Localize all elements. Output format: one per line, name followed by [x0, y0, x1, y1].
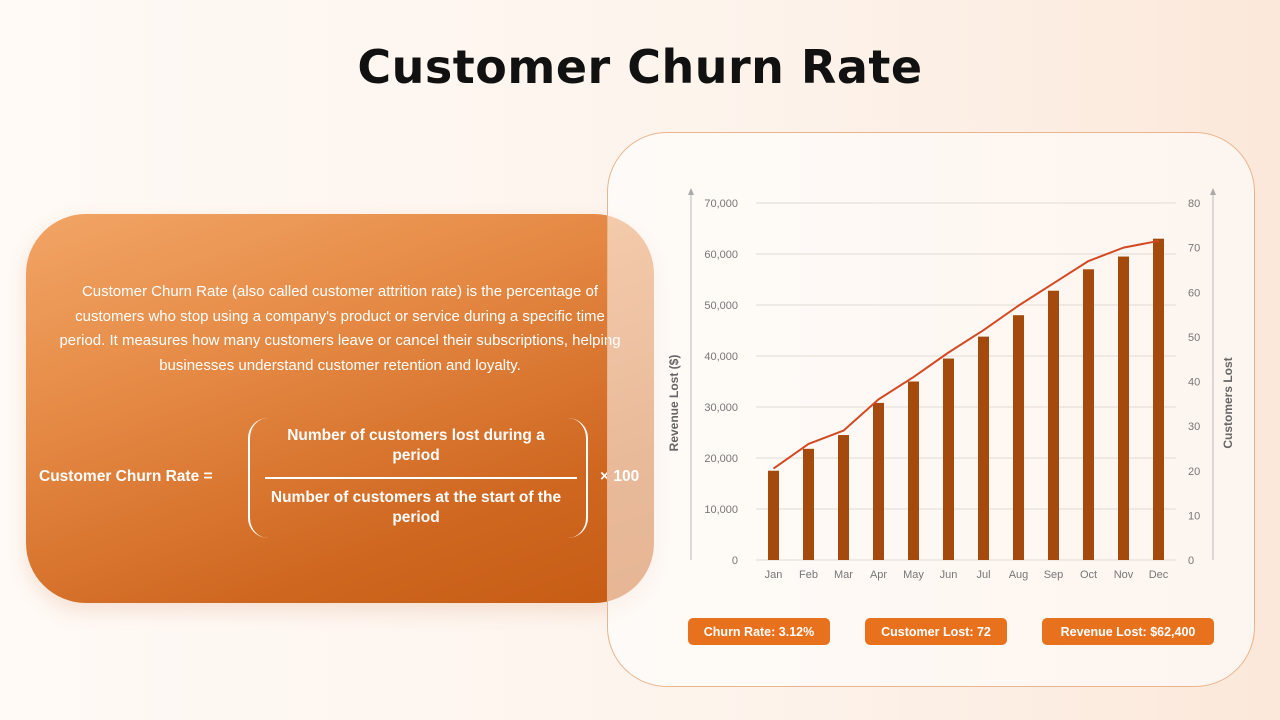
x-tick-label: Sep	[1044, 569, 1064, 581]
bar-mar	[838, 435, 849, 560]
bar-nov	[1118, 256, 1129, 560]
y2-axis-title: Customers Lost	[1221, 357, 1235, 448]
bar-may	[908, 381, 919, 560]
churn-rate-badge: Churn Rate: 3.12%	[688, 618, 830, 645]
definition-text: Customer Churn Rate (also called custome…	[59, 283, 621, 374]
customers-lost-text: Customer Lost: 72	[881, 624, 991, 639]
x-tick-label: Jun	[940, 569, 958, 581]
bar-aug	[1013, 315, 1024, 560]
revenue-lost-text: Revenue Lost: $62,400	[1060, 624, 1196, 639]
bar-sep	[1048, 290, 1059, 560]
x-tick-label: Dec	[1149, 569, 1169, 581]
x-tick-label: Jul	[976, 569, 990, 581]
churn-rate-text: Churn Rate: 3.12%	[703, 624, 815, 639]
x-tick-label: May	[903, 569, 924, 581]
bar-jan	[768, 470, 779, 560]
customers-lost-badge: Customer Lost: 72	[865, 618, 1007, 645]
y2-tick-label: 30	[1188, 421, 1200, 433]
bar-jun	[943, 358, 954, 560]
customers-lost-line	[772, 239, 1159, 470]
x-tick-label: Aug	[1009, 569, 1029, 581]
page-title: Customer Churn Rate	[357, 40, 923, 94]
x-tick-label: Jan	[765, 569, 783, 581]
y-tick-label: 40,000	[704, 351, 738, 363]
y-tick-label: 50,000	[704, 300, 738, 312]
x-tick-label: Oct	[1080, 569, 1097, 581]
y2-tick-label: 80	[1188, 198, 1200, 210]
right-axis-arrow-icon	[1210, 188, 1216, 195]
y2-tick-label: 0	[1188, 555, 1194, 567]
y2-tick-label: 70	[1188, 243, 1200, 255]
y-tick-label: 70,000	[704, 198, 738, 210]
formula-denominator: Number of customers at the start of the …	[270, 489, 562, 526]
y-tick-label: 0	[732, 555, 738, 567]
y2-tick-label: 20	[1188, 466, 1200, 478]
x-tick-label: Apr	[870, 569, 887, 581]
y2-tick-label: 50	[1188, 332, 1200, 344]
bar-dec	[1153, 238, 1164, 560]
x-tick-label: Feb	[799, 569, 818, 581]
y2-tick-label: 40	[1188, 377, 1200, 389]
left-parenthesis	[248, 418, 270, 538]
x-tick-label: Nov	[1114, 569, 1134, 581]
y2-tick-label: 10	[1188, 510, 1200, 522]
formula-numerator: Number of customers lost during a period	[287, 427, 545, 464]
right-parenthesis	[566, 418, 588, 538]
y-tick-label: 60,000	[704, 249, 738, 261]
y2-tick-label: 60	[1188, 287, 1200, 299]
bar-apr	[873, 402, 884, 560]
bar-oct	[1083, 269, 1094, 560]
y-tick-label: 10,000	[704, 504, 738, 516]
left-axis-arrow-icon	[688, 188, 694, 195]
bar-jul	[978, 336, 989, 560]
formula-label: Customer Churn Rate =	[39, 468, 213, 485]
chart-card	[607, 132, 1255, 687]
fraction-bar	[265, 477, 577, 479]
y-axis-title: Revenue Lost ($)	[667, 355, 681, 452]
x-tick-label: Mar	[834, 569, 853, 581]
y-tick-label: 30,000	[704, 402, 738, 414]
y-tick-label: 20,000	[704, 453, 738, 465]
bar-feb	[803, 448, 814, 560]
revenue-lost-badge: Revenue Lost: $62,400	[1042, 618, 1214, 645]
